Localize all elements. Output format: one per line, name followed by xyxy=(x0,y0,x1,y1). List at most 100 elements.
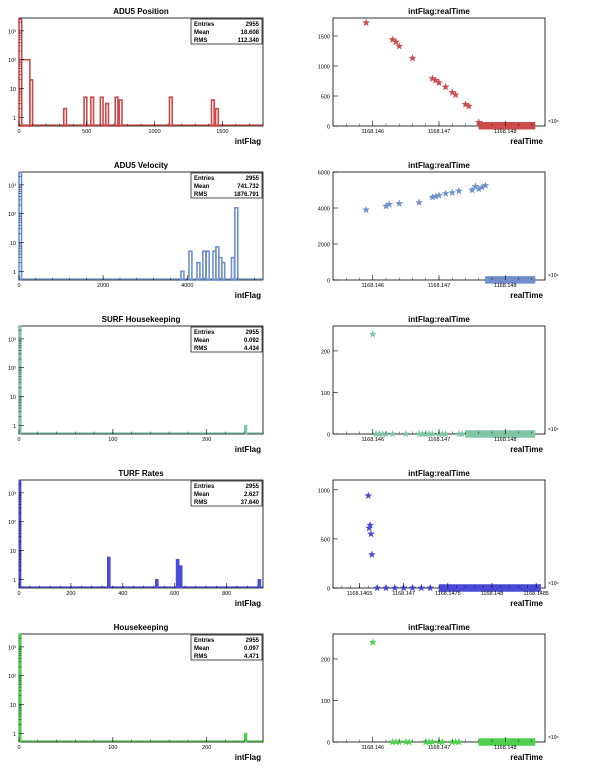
y-tick-label: 100 xyxy=(321,391,330,397)
stats-mean-value: 18.608 xyxy=(241,30,260,36)
data-point xyxy=(428,74,437,83)
x-axis-label: intFlag xyxy=(235,137,261,146)
y-tick-label: 10 xyxy=(10,395,16,401)
x-axis: 0 100 200 xyxy=(17,429,264,443)
chart-title: TURF Rates xyxy=(118,469,164,478)
x-tick-label: 0 xyxy=(17,129,20,135)
x-tick-label: 1168.147 xyxy=(428,745,451,751)
x-axis-exponent: ×10⁶ xyxy=(548,735,559,741)
y-tick-label: 1000 xyxy=(318,488,330,494)
data-point xyxy=(454,186,463,195)
y-tick-label: 200 xyxy=(321,349,330,355)
y-tick-label: 200 xyxy=(321,657,330,663)
histogram-bin xyxy=(90,96,95,127)
x-tick-label: 400 xyxy=(118,591,127,597)
histogram-bin xyxy=(18,479,22,589)
data-point xyxy=(454,737,463,746)
chart-title: intFlag:realTime xyxy=(408,623,470,632)
x-tick-label: 500 xyxy=(82,129,91,135)
y-tick-label: 1 xyxy=(13,732,16,738)
y-tick-label: 500 xyxy=(321,537,330,543)
x-tick-label: 1500 xyxy=(216,129,228,135)
y-tick-label: 1500 xyxy=(318,35,330,41)
y-axis: 0 500 1000 xyxy=(318,488,338,593)
data-point xyxy=(481,181,490,189)
stats-rms-value: 112.340 xyxy=(238,38,260,44)
data-point xyxy=(428,429,437,438)
x-axis-label: realTime xyxy=(510,445,543,454)
x-tick-label: 0 xyxy=(17,591,20,597)
housekeeping-hist: Housekeeping 1 10 10² 10³ 0 100 200 intFlag Entri… xyxy=(8,623,264,762)
y-tick-label: 10 xyxy=(10,549,16,555)
x-tick-label: 200 xyxy=(202,745,211,751)
histogram-bin xyxy=(205,250,210,281)
stats-entries-value: 2955 xyxy=(246,484,260,490)
histogram-bin xyxy=(155,579,159,589)
y-axis: 1 10 10² 10³ xyxy=(8,22,24,122)
stats-rms-label: RMS xyxy=(194,192,207,198)
data-point xyxy=(366,529,375,538)
stats-box-frame xyxy=(190,18,263,45)
x-tick-label: 1168.146 xyxy=(361,283,384,289)
x-axis-label: intFlag xyxy=(235,753,261,762)
data-point xyxy=(385,200,394,208)
data-point xyxy=(391,37,400,46)
x-axis-label: realTime xyxy=(510,753,543,762)
y-tick-label: 10³ xyxy=(8,183,16,189)
y-axis: 1 10 10² 10³ xyxy=(8,176,24,276)
histogram-bin xyxy=(107,556,111,589)
x-axis: 1168.1465 1168.147 1168.1475 1168.148 1168.1… xyxy=(332,583,549,597)
x-tick-label: 600 xyxy=(170,591,179,597)
x-tick-label: 200 xyxy=(66,591,75,597)
stats-box: Entries 2955 Mean 741.732 RMS 1876.791 xyxy=(190,172,263,199)
histogram-bin xyxy=(220,261,226,281)
plot-data xyxy=(362,18,536,130)
histogram-bin xyxy=(62,107,68,127)
histogram-bin xyxy=(196,261,201,281)
stats-box-frame xyxy=(190,172,263,199)
x-axis-exponent: ×10⁶ xyxy=(548,581,559,587)
data-point xyxy=(365,523,374,532)
plot-data xyxy=(364,491,541,592)
y-tick-label: 0 xyxy=(327,279,330,285)
stats-mean-value: 0.097 xyxy=(244,646,260,652)
plot-data xyxy=(18,325,263,435)
x-tick-label: 1168.1465 xyxy=(347,591,373,597)
chart-title: ADU5 Velocity xyxy=(114,161,169,170)
plot-data xyxy=(368,330,536,438)
x-axis-label: realTime xyxy=(510,137,543,146)
stats-rms-label: RMS xyxy=(194,500,207,506)
histogram-bin xyxy=(175,558,180,589)
x-tick-label: 100 xyxy=(108,437,117,443)
y-tick-label: 10³ xyxy=(8,645,16,651)
dense-point-band xyxy=(485,276,536,284)
x-tick-label: 1168.1485 xyxy=(523,591,549,597)
y-axis: 1 10 10² 10³ xyxy=(8,638,24,738)
x-axis-label: intFlag xyxy=(235,445,261,454)
stats-entries-value: 2955 xyxy=(246,638,260,644)
stats-entries-value: 2955 xyxy=(246,176,260,182)
histogram-bin xyxy=(214,107,220,127)
data-point xyxy=(395,199,404,207)
y-tick-label: 10² xyxy=(8,212,16,218)
stats-rms-value: 37.640 xyxy=(241,500,260,506)
y-tick-label: 10 xyxy=(10,87,16,93)
histogram-bin xyxy=(118,99,123,127)
stats-box: Entries 2955 Mean 18.608 RMS 112.340 xyxy=(190,18,263,45)
data-point xyxy=(481,121,490,129)
x-tick-label: 1168.1475 xyxy=(435,591,461,597)
y-axis: 0 500 1000 1500 xyxy=(318,35,338,131)
histogram-bin xyxy=(18,633,22,743)
plot-data xyxy=(18,633,263,743)
stats-mean-label: Mean xyxy=(194,184,210,190)
data-point xyxy=(478,119,487,128)
chart-title: ADU5 Position xyxy=(113,7,169,16)
data-point xyxy=(507,121,516,130)
chart-title: intFlag:realTime xyxy=(408,161,470,170)
data-point xyxy=(434,78,444,87)
plot-frame xyxy=(332,171,546,281)
y-tick-label: 1 xyxy=(13,578,16,584)
